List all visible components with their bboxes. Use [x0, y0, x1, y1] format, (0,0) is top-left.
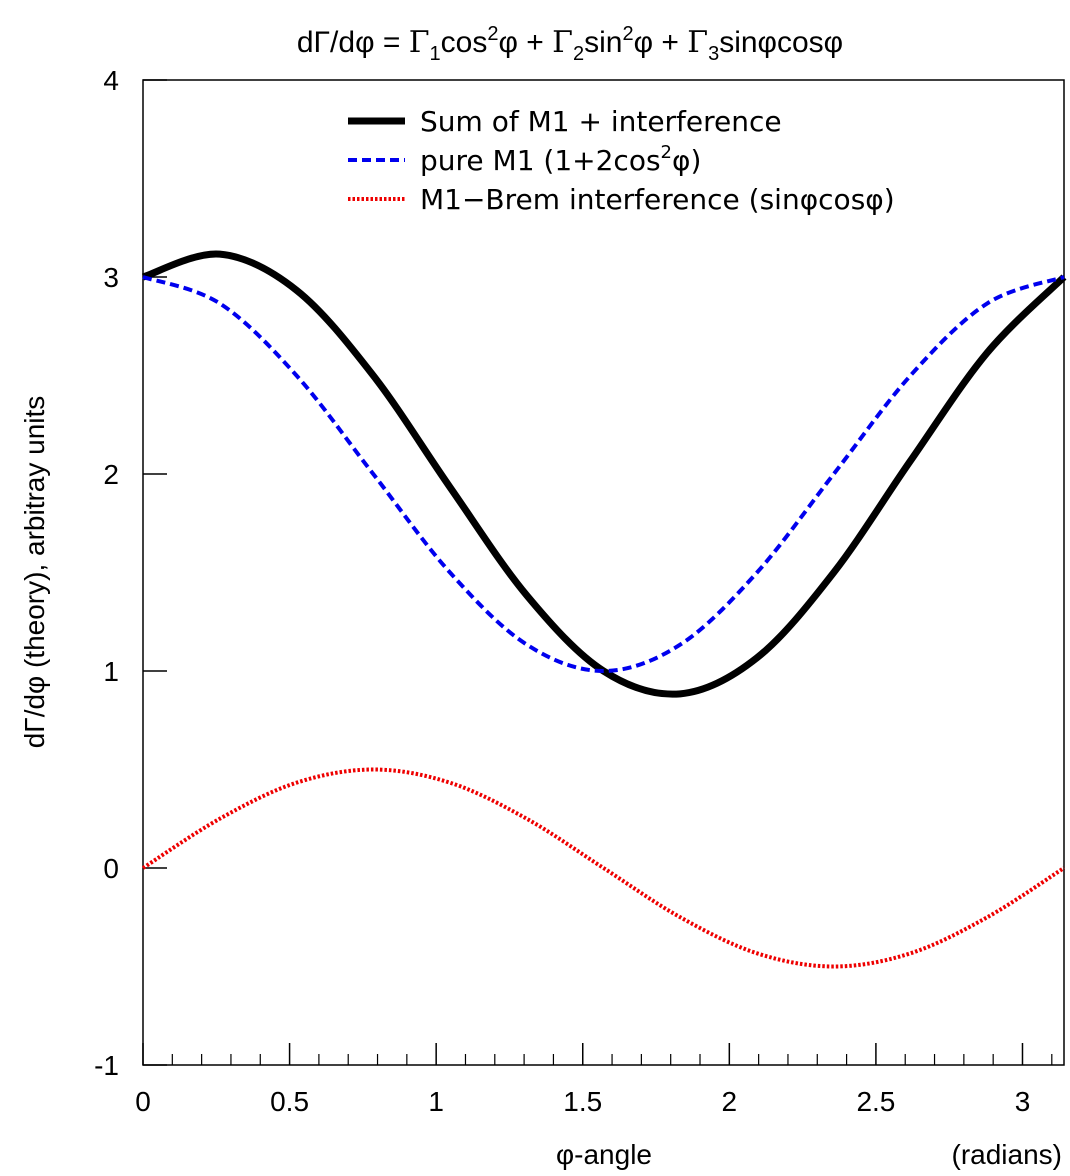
x-tick-label: 0.5 — [270, 1086, 309, 1117]
y-tick-label: 4 — [103, 65, 119, 96]
y-tick-label: -1 — [94, 1050, 119, 1081]
legend-label-m1: pure M1 (1+2cos2φ) — [420, 142, 701, 177]
series-interference-line — [141, 767, 1066, 969]
x-tick-label: 2 — [722, 1086, 738, 1117]
plot-frame — [142, 79, 1065, 1066]
x-axis-label: φ-angle — [556, 1139, 652, 1170]
x-tick-label: 2.5 — [856, 1086, 895, 1117]
x-tick-label: 1 — [428, 1086, 444, 1117]
y-tick-label: 1 — [103, 656, 119, 687]
legend-label-interference: M1−Brem interference (sinφcosφ) — [420, 183, 895, 216]
y-ticks: -1 0 1 2 3 4 — [94, 65, 167, 1081]
y-tick-label: 0 — [103, 853, 119, 884]
chart-title: dΓ/dφ = Γ1cos2φ + Γ2sin2φ + Γ3sinφcosφ — [297, 23, 843, 65]
series-pure-m1-line — [142, 275, 1065, 673]
x-ticks: 0 0.5 1 1.5 2 2.5 3 — [135, 1043, 1053, 1117]
y-axis-label: dΓ/dφ (theory), arbitray units — [19, 396, 50, 749]
x-tick-label: 1.5 — [563, 1086, 602, 1117]
x-tick-label: 3 — [1015, 1086, 1031, 1117]
y-tick-label: 2 — [103, 459, 119, 490]
x-tick-label: 0 — [135, 1086, 151, 1117]
legend-label-sum: Sum of M1 + interference — [420, 105, 782, 138]
series-sum-line — [141, 250, 1067, 698]
legend: Sum of M1 + interference pure M1 (1+2cos… — [348, 105, 895, 216]
x-axis-unit: (radians) — [952, 1139, 1062, 1170]
series-group — [141, 250, 1067, 969]
y-tick-label: 3 — [103, 262, 119, 293]
